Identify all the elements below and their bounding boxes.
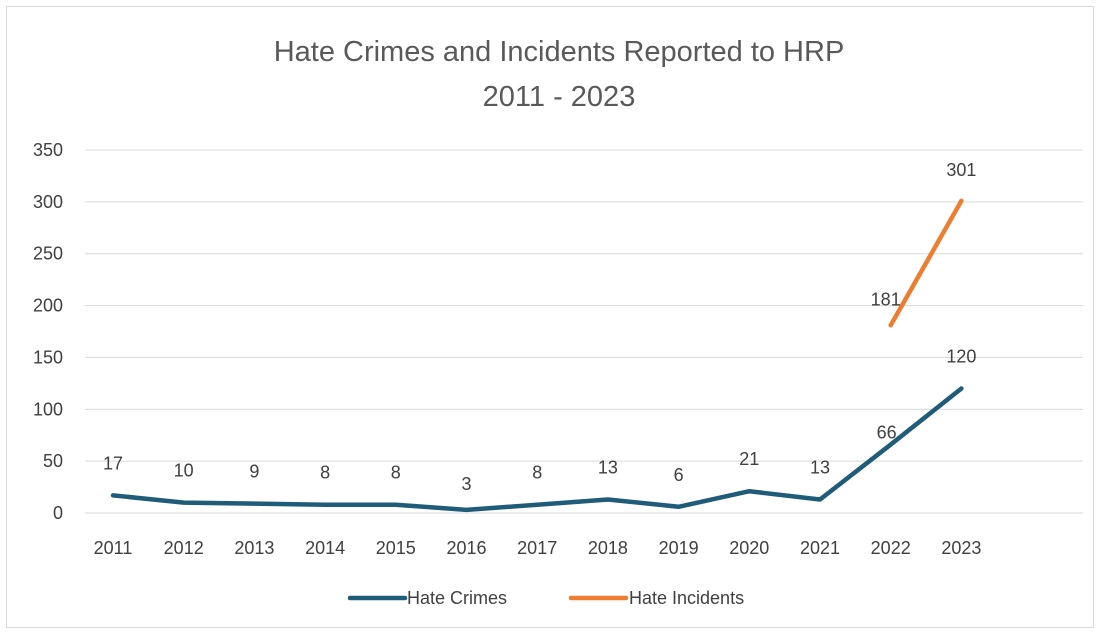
x-tick-label: 2020 <box>729 538 769 558</box>
data-label: 9 <box>249 462 259 482</box>
data-label: 13 <box>810 458 830 478</box>
x-tick-label: 2019 <box>659 538 699 558</box>
data-label: 66 <box>877 423 897 443</box>
y-tick-label: 100 <box>33 399 63 419</box>
data-label: 6 <box>674 465 684 485</box>
x-tick-label: 2012 <box>164 538 204 558</box>
x-tick-label: 2013 <box>234 538 274 558</box>
series-line <box>110 386 964 513</box>
x-tick-label: 2014 <box>305 538 345 558</box>
x-tick-label: 2015 <box>376 538 416 558</box>
data-label: 13 <box>598 458 618 478</box>
y-tick-label: 300 <box>33 192 63 212</box>
x-tick-label: 2022 <box>871 538 911 558</box>
chart-title: Hate Crimes and Incidents Reported to HR… <box>274 36 845 68</box>
data-label: 8 <box>320 463 330 483</box>
data-label: 120 <box>946 347 976 367</box>
series-lines <box>110 198 964 513</box>
y-tick-label: 150 <box>33 347 63 367</box>
data-label: 21 <box>739 449 759 469</box>
data-label: 3 <box>461 474 471 494</box>
data-label: 181 <box>871 289 901 309</box>
legend: Hate Crimes Hate Incidents <box>347 588 744 608</box>
x-tick-label: 2018 <box>588 538 628 558</box>
data-labels: 17 10 9 8 8 3 8 13 6 21 13 66 120 181 301 <box>103 160 976 494</box>
legend-label: Hate Crimes <box>407 588 507 608</box>
y-tick-label: 200 <box>33 296 63 316</box>
x-axis-ticks: 2011 2012 2013 2014 2015 2016 2017 2018 2019 2020… <box>94 538 982 558</box>
data-label: 8 <box>391 463 401 483</box>
y-tick-label: 250 <box>33 244 63 264</box>
data-label: 8 <box>532 463 542 483</box>
data-label: 301 <box>946 160 976 180</box>
chart-frame: Hate Crimes and Incidents Reported to HR… <box>6 6 1094 628</box>
data-label: 10 <box>174 461 194 481</box>
series-line <box>888 198 964 328</box>
data-label: 17 <box>103 453 123 473</box>
chart-subtitle: 2011 - 2023 <box>483 81 636 113</box>
x-tick-label: 2017 <box>517 538 557 558</box>
y-tick-label: 350 <box>33 140 63 160</box>
line-chart: Hate Crimes and Incidents Reported to HR… <box>33 36 1083 608</box>
legend-label: Hate Incidents <box>629 588 744 608</box>
x-tick-label: 2021 <box>800 538 840 558</box>
y-axis-ticks: 0 50 100 150 200 250 300 350 <box>33 140 63 523</box>
y-tick-label: 50 <box>43 451 63 471</box>
x-tick-label: 2016 <box>446 538 486 558</box>
x-tick-label: 2011 <box>94 538 133 558</box>
gridlines <box>85 149 1083 514</box>
y-tick-label: 0 <box>53 503 63 523</box>
x-tick-label: 2023 <box>941 538 981 558</box>
